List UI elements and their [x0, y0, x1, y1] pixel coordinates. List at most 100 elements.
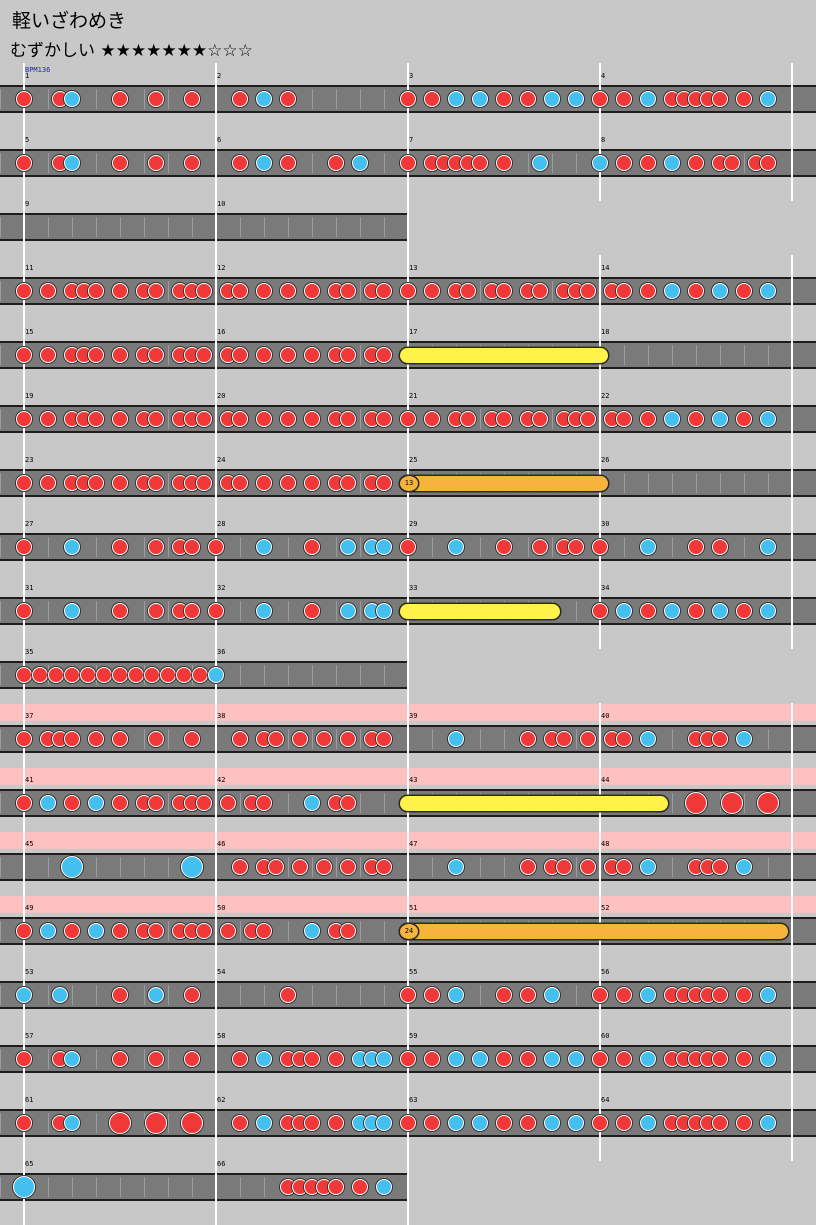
ka-note [544, 1051, 560, 1067]
beat-line [0, 985, 1, 1005]
measure-number: 58 [217, 1032, 226, 1040]
ka-note [64, 603, 80, 619]
beat-line [648, 345, 649, 365]
don-note [616, 859, 632, 875]
beat-line [96, 1177, 97, 1197]
don-note [376, 859, 392, 875]
don-note [520, 1115, 536, 1131]
barline [215, 127, 217, 201]
beat-line [48, 217, 49, 237]
beat-line [528, 153, 529, 173]
don-note [556, 859, 572, 875]
ka-note [640, 731, 656, 747]
beat-line [96, 1049, 97, 1069]
don-note [280, 347, 296, 363]
don-note [112, 731, 128, 747]
don-note [232, 1115, 248, 1131]
don-note [16, 155, 32, 171]
measure-number: 43 [409, 776, 418, 784]
don-note [316, 731, 332, 747]
ka-note [448, 987, 464, 1003]
beat-line [672, 729, 673, 749]
beat-line [0, 793, 1, 813]
don-note [16, 731, 32, 747]
beat-line [0, 153, 1, 173]
don-note [424, 283, 440, 299]
beat-line [288, 665, 289, 685]
ka-note [448, 91, 464, 107]
beat-line [240, 985, 241, 1005]
measure-number: 30 [601, 520, 610, 528]
lane-border [0, 661, 408, 663]
don-note [304, 475, 320, 491]
don-note [400, 283, 416, 299]
don-note [688, 603, 704, 619]
don-note [16, 667, 32, 683]
song-title: 軽いざわめき [12, 10, 127, 32]
don-note [184, 731, 200, 747]
ka-note [64, 155, 80, 171]
beat-line [144, 1049, 145, 1069]
don-note [16, 91, 32, 107]
ka-note [64, 1051, 80, 1067]
measure-number: 59 [409, 1032, 418, 1040]
beat-line [144, 89, 145, 109]
beat-line [288, 921, 289, 941]
don-note [196, 411, 212, 427]
ka-note [88, 923, 104, 939]
beat-line [168, 537, 169, 557]
measure-number: 1 [25, 72, 30, 80]
measure-number: 34 [601, 584, 610, 592]
don-note [532, 539, 548, 555]
chart-row: 53 54 55 56 [0, 959, 816, 1033]
beat-line [288, 601, 289, 621]
beat-line [192, 1177, 193, 1197]
don-note [400, 539, 416, 555]
beat-line [96, 1113, 97, 1133]
ka-note [64, 1115, 80, 1131]
song-header: 軽いざわめき むずかしい ★★★★★★★☆☆☆ [0, 0, 816, 64]
ka-note [16, 987, 32, 1003]
lane-border [0, 213, 408, 215]
don-note [736, 91, 752, 107]
don-note [304, 603, 320, 619]
ka-note [664, 603, 680, 619]
beat-line [552, 281, 553, 301]
ka-note [448, 1051, 464, 1067]
don-note [148, 411, 164, 427]
don-note [712, 1115, 728, 1131]
don-note [424, 987, 440, 1003]
drumroll-bar [400, 347, 608, 363]
don-note [340, 283, 356, 299]
don-note [316, 859, 332, 875]
beat-line [48, 1113, 49, 1133]
don-note [640, 411, 656, 427]
ka-note [760, 1115, 776, 1131]
don-note [16, 923, 32, 939]
don-note [88, 475, 104, 491]
don-note [40, 411, 56, 427]
don-note [496, 987, 512, 1003]
don-note [688, 283, 704, 299]
beat-line [288, 793, 289, 813]
don-note [196, 475, 212, 491]
beat-line [144, 729, 145, 749]
beat-line [360, 281, 361, 301]
barline [791, 831, 793, 905]
barline [215, 1023, 217, 1097]
note-lane [0, 191, 409, 265]
measure-number: 13 [409, 264, 418, 272]
don-note [580, 859, 596, 875]
barline [23, 191, 25, 265]
don-note [496, 539, 512, 555]
ka-note [208, 667, 224, 683]
ka-note [544, 1115, 560, 1131]
don-note [16, 795, 32, 811]
beat-line [360, 409, 361, 429]
beat-line [48, 1177, 49, 1197]
beat-line [168, 1113, 169, 1133]
don-note [592, 1115, 608, 1131]
ka-note [64, 539, 80, 555]
measure-number: 26 [601, 456, 610, 464]
beat-line [48, 153, 49, 173]
